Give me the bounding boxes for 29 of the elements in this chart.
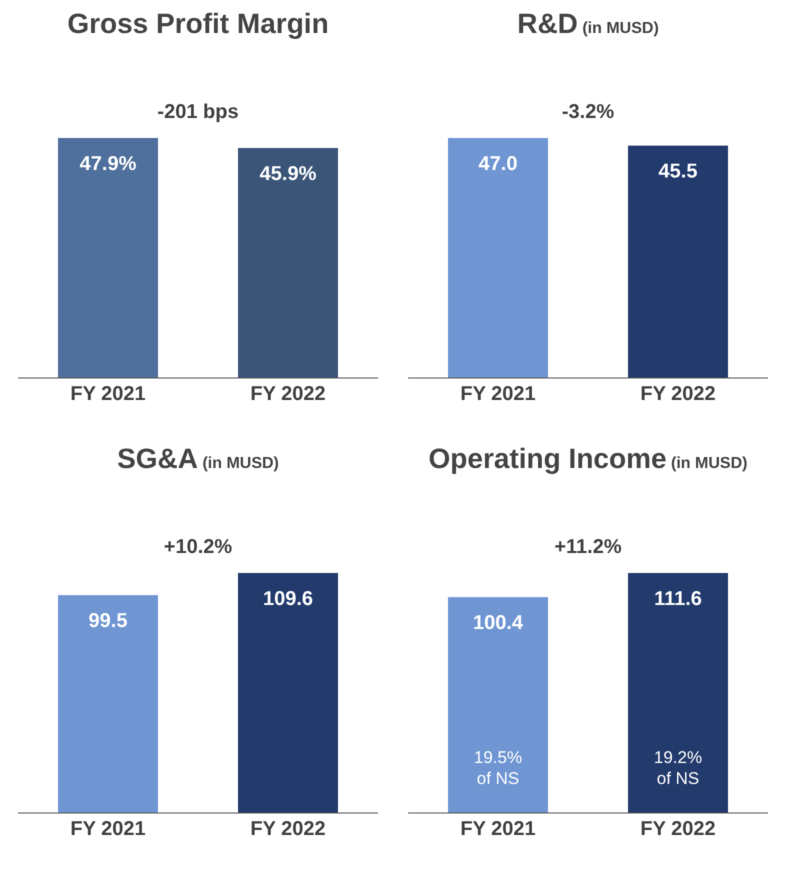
x-tick-label: FY 2021 [70,818,146,840]
data-label: 111.6 [654,588,702,610]
x-tick-label: FY 2021 [460,383,536,406]
x-tick-label: FY 2022 [250,818,326,840]
x-tick-label: FY 2022 [250,383,326,406]
annotation: 19.5% of NS [474,748,522,788]
chart-title: R&D [517,8,578,39]
data-label: 100.4 [472,612,524,634]
data-label: 47.0 [478,153,518,175]
chart-title: Operating Income [428,443,667,474]
chart-subtitle: (in MUSD) [201,455,279,472]
chart-title: SG&A [117,443,198,474]
chart-subtitle: (in MUSD) [581,20,659,37]
x-tick-label: FY 2022 [640,818,716,840]
text: +11.2% [554,536,622,558]
data-label: 99.5 [88,610,128,632]
annotation: 19.2% of NS [654,748,702,788]
data-label: 45.5 [658,160,698,183]
data-label: 45.9% [260,163,317,186]
text: -3.2% [562,101,614,123]
data-label: 47.9% [80,153,137,175]
chart-title: Gross Profit Margin [67,8,329,39]
x-tick-label: FY 2021 [70,383,146,406]
text: +10.2% [164,536,232,558]
text: -201 bps [157,101,239,123]
x-tick-label: FY 2022 [640,383,716,406]
x-tick-label: FY 2021 [460,818,536,840]
chart-subtitle: (in MUSD) [670,455,748,472]
data-label: 109.6 [262,588,314,610]
